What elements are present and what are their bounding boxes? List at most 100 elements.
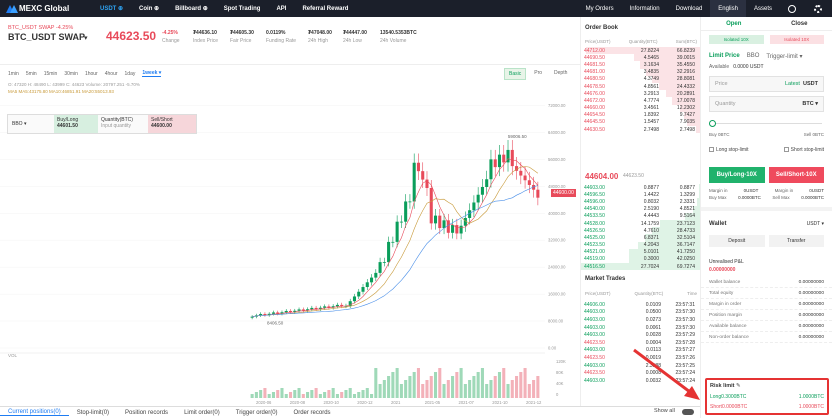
nav-referral[interactable]: Referral Reward [302, 5, 349, 12]
nav-language[interactable]: English [710, 0, 746, 17]
tab-depth[interactable]: Depth [554, 70, 568, 76]
user-icon[interactable] [788, 4, 796, 13]
quick-sell-button[interactable]: Sell/Short 44600.00 [148, 115, 196, 133]
nav-information[interactable]: Information [629, 5, 660, 12]
quantity-input[interactable]: Quantity BTC ▾ [709, 96, 824, 112]
bid-row[interactable]: 44596.50 1.4422 1.3299 [581, 191, 701, 199]
edit-icon[interactable]: ✎ [735, 383, 741, 389]
interval-1week[interactable]: 1week ▾ [142, 70, 162, 77]
sum-cell: 32.2916 [676, 69, 695, 76]
bid-row[interactable]: 44540.00 2.5190 4.8521 [581, 205, 701, 213]
trade-row: 44623.50 0.0019 23:57:26 [581, 354, 701, 362]
interval-30min[interactable]: 30min [64, 70, 78, 77]
candle-body [527, 180, 531, 185]
ask-row[interactable]: 44676.00 3.2913 20.2891 [581, 90, 701, 98]
transfer-button[interactable]: Transfer [768, 235, 824, 247]
symbol-selector[interactable]: BTC_USDT SWAP [8, 32, 86, 42]
nav-spot-trading[interactable]: Spot Trading [223, 5, 261, 12]
bid-row[interactable]: 44523.50 4.2043 36.7147 [581, 241, 701, 249]
brand-logo[interactable]: MEXC Global [0, 0, 92, 17]
long-stop-limit-checkbox[interactable]: Long stop-limit [709, 147, 749, 153]
mexc-logo-icon [6, 4, 18, 13]
ask-row[interactable]: 44690.50 4.5465 39.0015 [581, 54, 701, 62]
price-chart[interactable]: 72000.00 64000.00 56000.00 48000.00 40000.00… [0, 80, 580, 406]
y-tick-label: 8000.00 [548, 319, 564, 324]
nav-billboard[interactable]: Billboard ⊕ [175, 6, 208, 12]
interval-1day[interactable]: 1day [124, 70, 136, 77]
short-stop-limit-checkbox[interactable]: Short stop-limit [783, 147, 824, 153]
bid-row[interactable]: 44528.00 14.1759 23.7123 [581, 219, 701, 228]
bid-row[interactable]: 44525.00 6.8371 32.5104 [581, 234, 701, 242]
ask-row[interactable]: 44681.50 3.1634 35.4550 [581, 61, 701, 69]
candle-body [455, 225, 459, 234]
tab-pro[interactable]: Pro [534, 70, 543, 76]
quantity-slider[interactable] [709, 120, 822, 128]
nav-coin[interactable]: Coin ⊕ [139, 6, 160, 12]
tab-current-positions[interactable]: Current positions(0) [0, 409, 69, 416]
pair-tag[interactable]: BTC_USDT SWAP -4.25% [8, 25, 74, 31]
ask-row[interactable]: 44654.50 1.8392 9.7427 [581, 111, 701, 119]
bid-row[interactable]: 44526.50 4.7610 28.4733 [581, 227, 701, 235]
ask-row[interactable]: 44660.00 3.4561 12.2302 [581, 104, 701, 112]
bid-row[interactable]: 44603.00 0.8877 0.8877 [581, 184, 701, 192]
ask-row[interactable]: 44672.00 4.7774 17.0078 [581, 97, 701, 105]
tab-limit-order[interactable]: Limit order(0) [184, 409, 220, 416]
order-type-limit[interactable]: Limit Price [709, 53, 740, 59]
order-type-select[interactable]: BBO ▾ [12, 121, 27, 127]
interval-4hour[interactable]: 4hour [104, 70, 118, 77]
nav-usdt[interactable]: USDT ⊕ [100, 6, 124, 12]
tab-trigger-order[interactable]: Trigger order(0) [235, 409, 278, 416]
y-tick-label: 16000.00 [548, 292, 566, 297]
wallet-line: Available balance 0.00000000 [701, 321, 832, 332]
gear-icon[interactable] [814, 4, 822, 13]
ask-row[interactable]: 44630.50 2.7498 2.7498 [581, 126, 701, 134]
interval-1hour[interactable]: 1hour [84, 70, 98, 77]
sell-short-button[interactable]: Sell/Short-10X [768, 167, 824, 183]
nav-api[interactable]: API [276, 5, 287, 12]
tab-open[interactable]: Open [726, 20, 742, 27]
depth-bar [645, 68, 701, 76]
interval-15min[interactable]: 15min [43, 70, 58, 77]
slider-handle[interactable] [709, 120, 716, 127]
chevron-down-icon[interactable]: ▾ [84, 35, 88, 42]
order-type-trigger[interactable]: Trigger-limit ▾ [766, 54, 803, 60]
volume-bar [250, 394, 254, 398]
ask-row[interactable]: 44680.50 4.3749 28.8081 [581, 75, 701, 83]
tab-stop-limit[interactable]: Stop-limit(0) [76, 409, 110, 416]
ask-row[interactable]: 44645.50 1.5457 7.9035 [581, 118, 701, 127]
ask-row[interactable]: 44681.00 3.4835 32.2916 [581, 68, 701, 76]
order-type-bbo[interactable]: BBO [746, 53, 760, 59]
price-input[interactable]: Price Latest USDT [709, 76, 824, 92]
bid-row[interactable]: 44521.00 5.0101 41.7250 [581, 248, 701, 256]
volume-bar [306, 392, 310, 398]
nav-assets[interactable]: Assets [753, 5, 772, 12]
tab-close[interactable]: Close [791, 20, 808, 27]
price-latest-link[interactable]: Latest [784, 81, 800, 87]
candle-body [284, 310, 288, 313]
bid-row[interactable]: 44519.00 0.3000 42.0250 [581, 255, 701, 264]
leverage-long-button[interactable]: Isolated 10X [709, 35, 764, 44]
deposit-button[interactable]: Deposit [709, 235, 765, 247]
tab-position-records[interactable]: Position records [125, 409, 169, 416]
stat-24h-high: ₮47048.00 24h High [308, 30, 332, 44]
bid-row[interactable]: 44596.00 0.8032 2.3331 [581, 198, 701, 206]
ask-row[interactable]: 44678.50 4.8561 24.4332 [581, 82, 701, 91]
bid-row[interactable]: 44533.50 4.4443 9.5164 [581, 212, 701, 220]
bid-row[interactable]: 44516.50 27.7024 69.7274 [581, 263, 701, 271]
tab-order-records[interactable]: Order records [293, 409, 331, 416]
tab-basic[interactable]: Basic [504, 68, 527, 80]
quick-buy-button[interactable]: Buy/Long 44601.50 [54, 115, 98, 133]
quantity-unit-select[interactable]: BTC ▾ [802, 101, 818, 107]
quick-qty-input[interactable]: Quantity(BTC) Input quantity [98, 115, 148, 133]
buy-long-button[interactable]: Buy/Long-10X [709, 167, 765, 183]
leverage-short-button[interactable]: Isolated 10X [769, 35, 824, 44]
ask-row[interactable]: 44712.00 27.8224 66.8239 [581, 47, 701, 55]
show-all-toggle[interactable] [682, 409, 694, 415]
nav-my-orders[interactable]: My Orders [585, 5, 614, 12]
interval-5min[interactable]: 5min [25, 70, 37, 77]
wallet-currency-select[interactable]: USDT ▾ [806, 221, 824, 227]
trade-time: 23:57:25 [675, 362, 695, 369]
trade-row: 44603.00 0.0273 23:57:30 [581, 316, 701, 324]
nav-download[interactable]: Download [675, 5, 703, 12]
interval-1min[interactable]: 1min [8, 70, 19, 77]
